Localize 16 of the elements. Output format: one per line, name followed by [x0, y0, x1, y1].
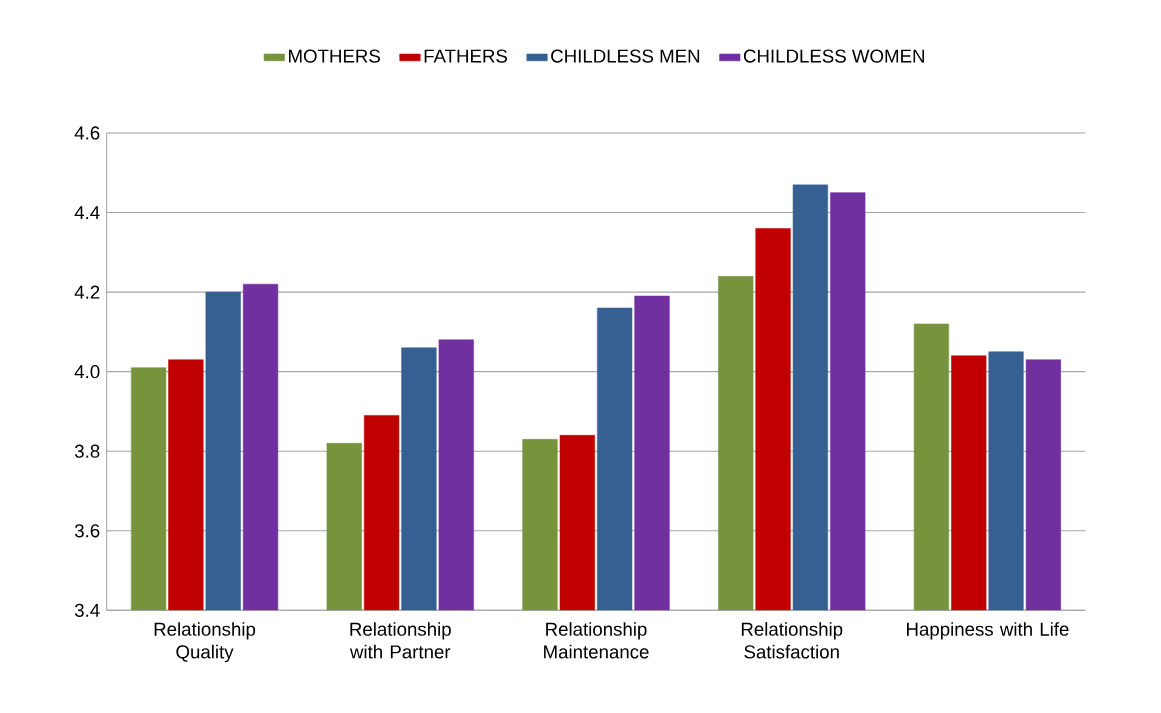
y-tick-label: 4.2 — [74, 285, 100, 299]
x-tick-label: Relationship Maintenance — [544, 622, 649, 659]
x-tick-label: Relationship Satisfaction — [741, 622, 843, 659]
y-tick-label: 3.4 — [74, 603, 100, 617]
x-tick-label: Relationship Quality — [154, 622, 256, 663]
y-tick-label: 4.4 — [74, 206, 100, 219]
legend-label: MOTHERS — [289, 49, 380, 63]
y-tick-label: 4.6 — [74, 126, 100, 140]
y-tick-label: 4.0 — [74, 365, 100, 379]
legend-label: FATHERS — [424, 49, 508, 63]
x-tick-label: Relationship with Partner — [349, 622, 451, 659]
x-tick-label: Happiness with Life — [907, 622, 1069, 640]
legend-label: CHILDLESS MEN — [551, 49, 700, 63]
y-tick-label: 3.6 — [74, 524, 100, 538]
legend-label: CHILDLESS WOMEN — [743, 49, 924, 63]
y-tick-label: 3.8 — [74, 444, 100, 458]
